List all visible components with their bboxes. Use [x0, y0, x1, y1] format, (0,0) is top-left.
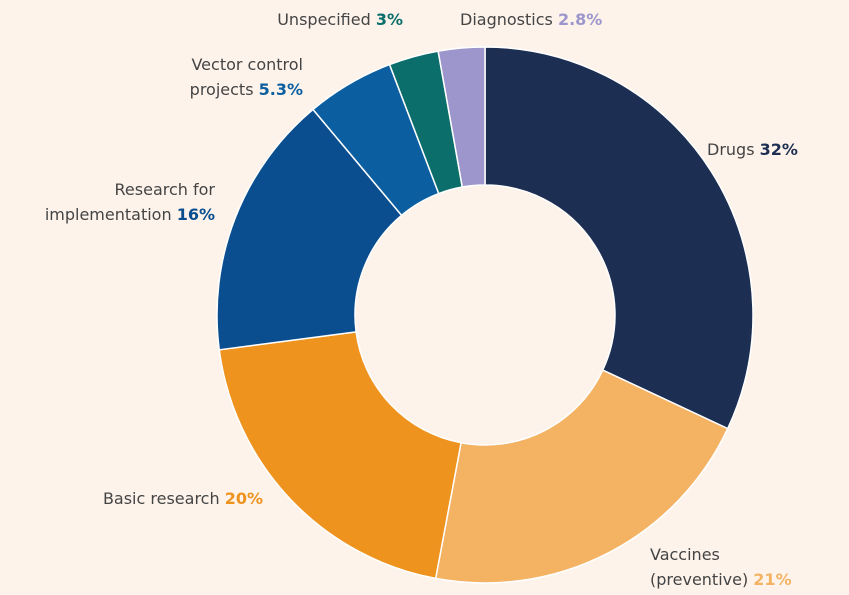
category-name: Basic research [102, 489, 220, 508]
category-name: Vector control projects [189, 55, 303, 99]
slice-label: Unspecified 3% [277, 7, 403, 32]
donut-slice [216, 108, 403, 351]
category-name: Vaccines (preventive) [650, 545, 749, 589]
value-label: 20% [224, 489, 263, 508]
donut-slice [484, 46, 754, 430]
value-label: 21% [753, 570, 792, 589]
slice-label: Diagnostics 2.8% [460, 7, 602, 32]
slice-label: Drugs 32% [707, 137, 798, 162]
donut-slice [218, 331, 462, 580]
value-label: 32% [759, 140, 798, 159]
value-label: 5.3% [258, 80, 303, 99]
value-label: 2.8% [557, 10, 603, 29]
value-label: 16% [176, 205, 215, 224]
donut-slice [434, 369, 729, 584]
category-name: Research for implementation [44, 180, 215, 224]
value-label: 3% [375, 10, 403, 29]
donut-slice [437, 46, 486, 188]
slice-label: Vaccines (preventive) 21% [650, 542, 792, 592]
category-name: Unspecified [277, 10, 371, 29]
slice-label: Basic research 20% [103, 486, 263, 511]
slice-label: Vector control projects 5.3% [190, 52, 303, 102]
category-name: Drugs [707, 140, 755, 159]
slice-label: Research for implementation 16% [45, 177, 215, 227]
category-name: Diagnostics [460, 10, 553, 29]
